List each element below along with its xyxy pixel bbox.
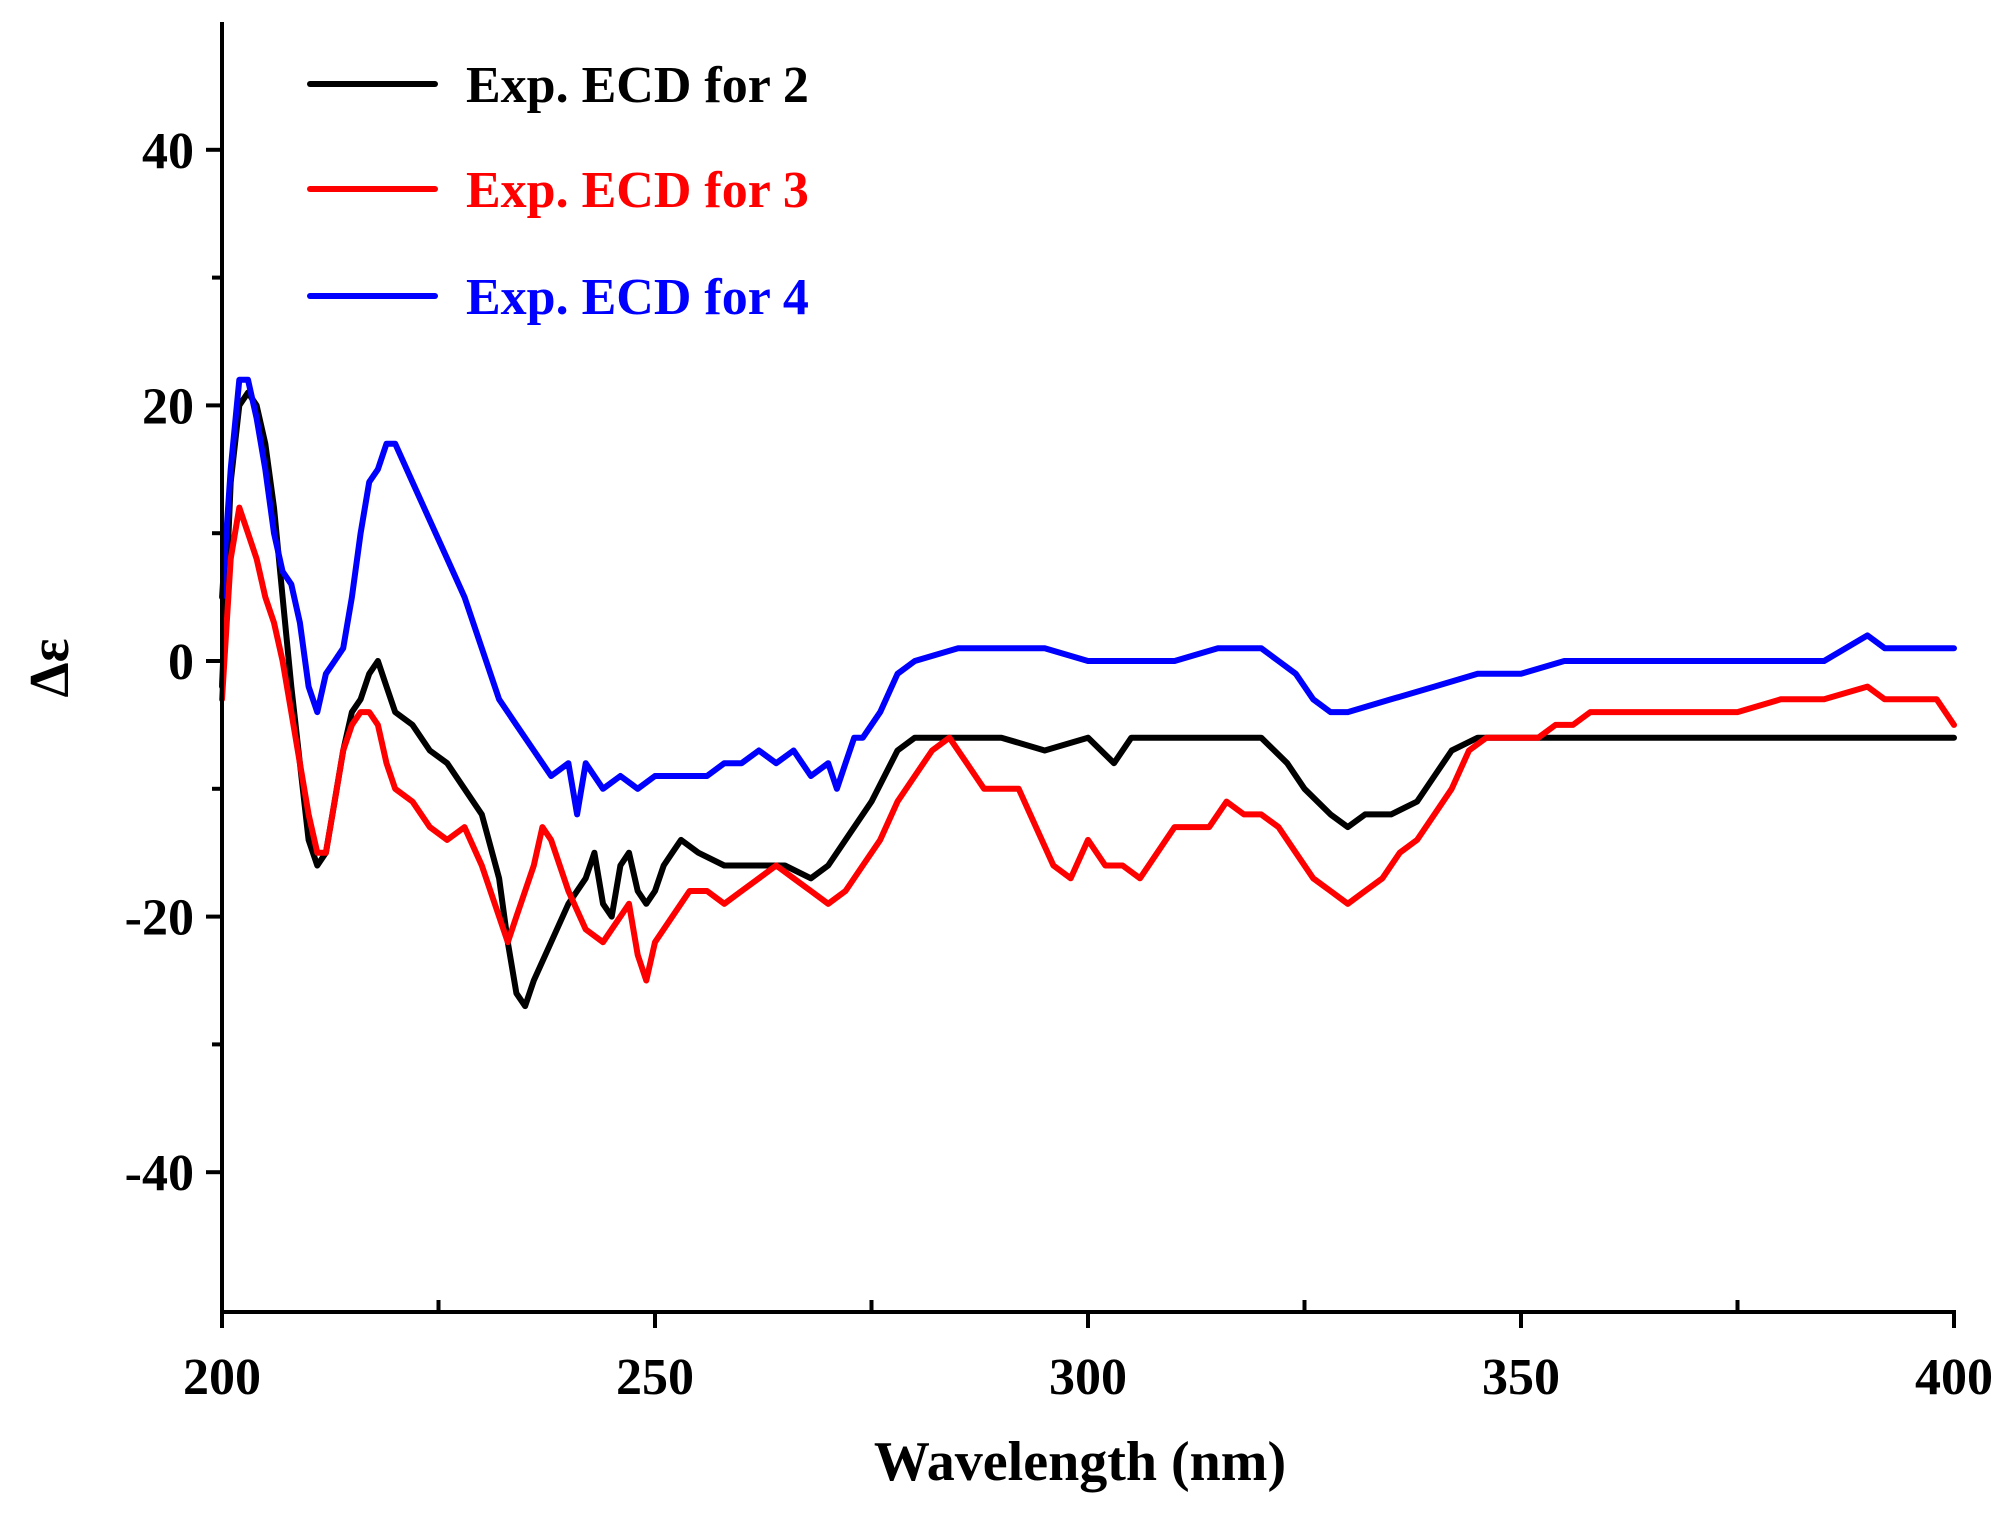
y-tick-label: 40 [142, 123, 194, 180]
legend-label-2: Exp. ECD for 3 [466, 162, 809, 219]
x-tick-label: 200 [183, 1349, 261, 1406]
y-axis-title: Δε [19, 638, 81, 697]
x-tick-label: 300 [1049, 1349, 1127, 1406]
y-tick-label: 20 [142, 378, 194, 435]
series-line-3 [219, 376, 1957, 818]
y-tick-label: -20 [125, 890, 194, 947]
y-tick-label: 0 [168, 634, 194, 691]
legend-label-1: Exp. ECD for 2 [466, 57, 809, 114]
ticks-layer: 200 250 300 350 400 -40 -20 0 20 40 [125, 123, 1993, 1406]
series-line-1 [219, 389, 1957, 1010]
legend: Exp. ECD for 2 Exp. ECD for 3 Exp. ECD for… [307, 57, 809, 326]
y-tick-label: -40 [125, 1145, 194, 1202]
legend-label-3: Exp. ECD for 4 [466, 269, 809, 326]
series-line-2 [219, 504, 1957, 984]
x-axis-title: Wavelength (nm) [874, 1431, 1286, 1493]
series-layer [219, 376, 1957, 1010]
x-tick-label: 350 [1482, 1349, 1560, 1406]
x-tick-label: 400 [1915, 1349, 1993, 1406]
x-tick-label: 250 [616, 1349, 694, 1406]
